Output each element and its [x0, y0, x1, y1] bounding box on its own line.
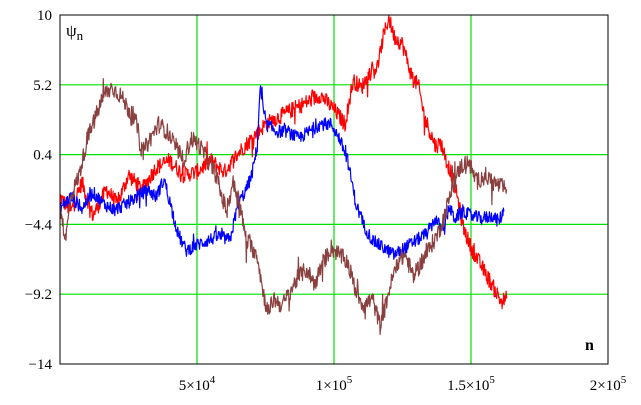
- y-tick-label-4: −9.2: [25, 287, 52, 303]
- x-tick-label-3: 2×105: [590, 374, 627, 394]
- y-tick-label-0: 10: [37, 8, 52, 24]
- y-axis-label: ψn: [66, 21, 84, 43]
- y-tick-labels: 10 5.2 0.4 −4.4 −9.2 −14: [25, 8, 53, 373]
- x-tick-labels: 5×104 1×105 1.5×105 2×105: [179, 374, 627, 394]
- series-line-2: [59, 78, 508, 335]
- y-tick-label-1: 5.2: [33, 78, 52, 94]
- series-line-0: [59, 15, 508, 310]
- x-axis-label: n: [585, 337, 594, 354]
- plot-frame: [59, 14, 609, 365]
- grid: [60, 15, 608, 364]
- series-group: [59, 15, 508, 335]
- y-tick-label-2: 0.4: [33, 148, 52, 164]
- x-tick-label-0: 5×104: [179, 374, 216, 394]
- x-tick-label-1: 1×105: [316, 374, 353, 394]
- x-tick-label-2: 1.5×105: [447, 374, 495, 394]
- y-tick-label-5: −14: [29, 357, 53, 373]
- y-tick-label-3: −4.4: [25, 217, 53, 233]
- series-line-1: [59, 85, 505, 260]
